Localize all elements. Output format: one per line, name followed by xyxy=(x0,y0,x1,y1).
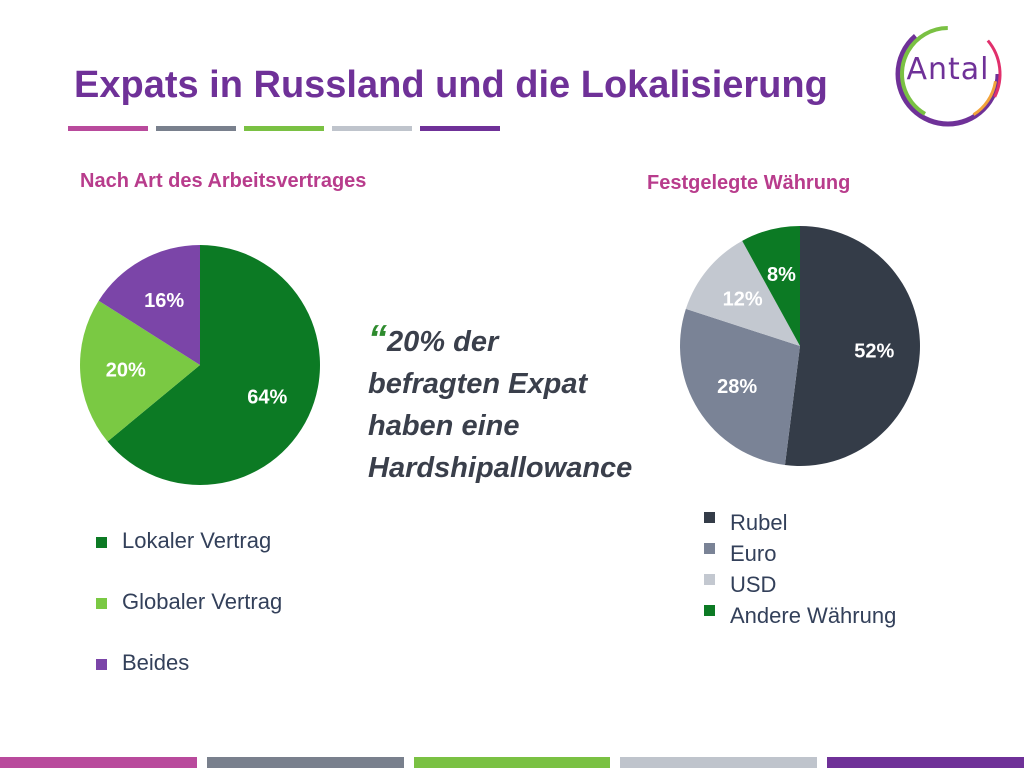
slice-label: 52% xyxy=(854,341,894,363)
quote-line: Hardshipallowance xyxy=(368,452,633,484)
slice-label: 8% xyxy=(767,264,796,286)
legend-swatch xyxy=(704,574,715,585)
quote-line: haben eine xyxy=(368,410,520,442)
logo-rings-icon xyxy=(894,20,1002,128)
legend-label: Euro xyxy=(730,541,777,566)
legend-label: Globaler Vertrag xyxy=(122,589,283,614)
slice-label: 28% xyxy=(717,376,757,398)
pie-slice xyxy=(742,226,800,346)
footer-bar xyxy=(0,757,197,768)
page-title: Expats in Russland und die Lokalisierung xyxy=(74,64,828,106)
antal-logo: Antal xyxy=(892,18,1004,130)
pie-slice xyxy=(685,240,800,346)
title-underline-bars xyxy=(68,126,500,131)
pie-slice xyxy=(107,245,320,485)
chart1-title: Nach Art des Arbeitsvertrages xyxy=(80,170,367,192)
footer-bar xyxy=(206,757,404,768)
title-bar xyxy=(156,126,236,131)
legend-swatch xyxy=(704,543,715,554)
logo-text: Antal xyxy=(906,52,990,87)
slice-label: 16% xyxy=(144,290,184,312)
legend-swatch xyxy=(704,605,715,616)
pie-chart-contract-type: 64% 20% 16% xyxy=(79,245,320,485)
pie-chart-currency: 52% 28% 12%8% xyxy=(680,226,920,466)
slice-label: 64% xyxy=(247,387,287,409)
hardship-quote: “20% der befragten Expat haben eine Hard… xyxy=(368,318,668,489)
legend-swatch xyxy=(96,659,107,670)
pie-slice xyxy=(79,300,200,442)
legend-label: Lokaler Vertrag xyxy=(122,528,272,553)
quote-line: 20% der xyxy=(387,326,499,358)
title-bar xyxy=(420,126,500,131)
footer-bar xyxy=(827,757,1024,768)
legend-swatch xyxy=(96,537,107,548)
legend-label: Rubel xyxy=(730,510,788,535)
pie-slice xyxy=(98,245,200,365)
footer-bar xyxy=(413,757,611,768)
pie-slice xyxy=(680,308,800,466)
slice-label: 20% xyxy=(106,360,146,382)
pie-slice xyxy=(784,226,920,466)
chart2-title: Festgelegte Währung xyxy=(647,172,851,194)
legend-swatch xyxy=(96,598,107,609)
footer-bar xyxy=(620,757,818,768)
footer-bars xyxy=(0,757,1024,768)
title-bar xyxy=(332,126,412,131)
legend-label: Beides xyxy=(122,650,190,675)
legend-swatch xyxy=(704,512,715,523)
legend-label: Andere Währung xyxy=(730,603,897,628)
slice-label: 12% xyxy=(723,289,763,311)
title-bar xyxy=(244,126,324,131)
quote-line: befragten Expat xyxy=(368,368,588,400)
legend-label: USD xyxy=(730,572,777,597)
quote-mark: “ xyxy=(368,318,387,360)
title-bar xyxy=(68,126,148,131)
